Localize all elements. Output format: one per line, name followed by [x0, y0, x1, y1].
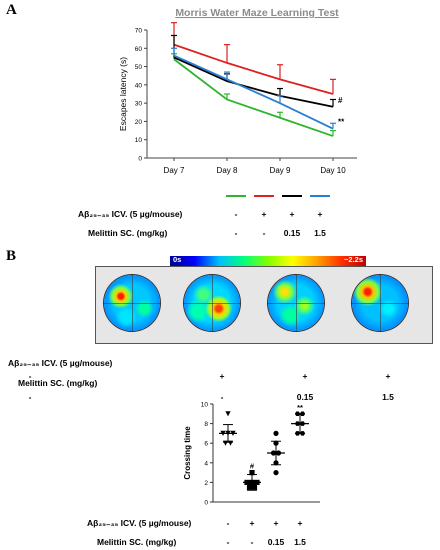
series-line-black [173, 56, 334, 108]
x-tick-label-a: Day 10 [320, 166, 346, 175]
abeta_row-value: + [219, 371, 225, 381]
y-tick-label-b: 4 [204, 460, 208, 467]
abeta_row-value: - [28, 371, 32, 381]
abeta_row-value: + [261, 209, 267, 219]
series-line-red [173, 43, 334, 95]
melittin-label-b: Melittin SC. (mg/kg) [18, 378, 98, 388]
x-tick-label-a: Day 8 [217, 166, 238, 175]
melittin_row-value: 1.5 [314, 228, 326, 238]
data-point [222, 440, 229, 446]
y-tick-label-a: 30 [135, 101, 143, 108]
legend-lines [226, 195, 330, 197]
annotation-a: # [338, 96, 343, 105]
abeta_row-value: + [249, 518, 255, 528]
data-point [246, 484, 253, 490]
crossing-time-scatter-chart: 0 2 4 6 8 10 Crossing time # ** [183, 402, 320, 507]
abeta_row-value: - [226, 518, 230, 528]
abeta-label-a: Aβ₂₅₋₃₅ ICV. (5 µg/mouse) [78, 209, 183, 219]
y-tick-label-b: 10 [201, 402, 209, 409]
melittin-label-a: Melittin SC. (mg/kg) [88, 228, 168, 238]
melittin_row-value: 0.15 [296, 392, 314, 402]
abeta_row-value: + [273, 518, 279, 528]
data-point [251, 484, 258, 490]
abeta_row-value: + [317, 209, 323, 219]
y-tick-label-a: 20 [135, 119, 143, 126]
melittin_row-value: 1.5 [382, 392, 394, 402]
y-tick-label-a: 10 [135, 137, 143, 144]
melittin_row-value: 0.15 [283, 228, 301, 238]
melittin_row-value: - [28, 392, 32, 402]
heatmap-strip [95, 266, 433, 344]
x-tick-label-a: Day 7 [164, 166, 185, 175]
annotation-b: ** [297, 403, 303, 412]
x-tick-label-a: Day 9 [270, 166, 291, 175]
y-tick-label-b: 0 [204, 500, 208, 507]
melittin_row-value: - [226, 537, 230, 547]
data-point [273, 470, 279, 476]
y-tick-label-a: 0 [138, 156, 142, 163]
data-point [249, 470, 255, 476]
y-tick-label-a: 40 [135, 82, 143, 89]
melittin_row-value: 1.5 [294, 537, 306, 547]
melittin_row-value: - [220, 392, 224, 402]
melittin_row-value: - [262, 228, 266, 238]
y-tick-label-a: 50 [135, 64, 143, 71]
learning-test-line-chart: Morris Water Maze Learning Test 0 10 20 30 40… [118, 7, 357, 175]
data-point [227, 440, 234, 446]
y-tick-label-a: 70 [135, 28, 143, 35]
abeta_row-value: - [234, 209, 238, 219]
melittin_row-value: - [234, 228, 238, 238]
melittin-label-c: Melittin SC. (mg/kg) [97, 537, 177, 547]
panel-a-letter: A [6, 2, 17, 18]
abeta-label-b: Aβ₂₅₋₃₅ ICV. (5 µg/mouse) [8, 358, 113, 368]
panel-b-letter: B [6, 248, 17, 264]
series-line-green [173, 58, 334, 137]
heatmap-abeta [184, 275, 240, 331]
abeta-label-c: Aβ₂₅₋₃₅ ICV. (5 µg/mouse) [87, 518, 192, 528]
heatmap-colorbar: 0s ~2.2s [170, 255, 366, 266]
annotation-b: # [250, 462, 255, 471]
y-tick-label-a: 60 [135, 46, 143, 53]
colorbar-max-label: ~2.2s [344, 255, 363, 264]
chart-a-title: Morris Water Maze Learning Test [175, 7, 339, 19]
data-point [225, 411, 231, 417]
abeta_row-value: + [385, 371, 391, 381]
colorbar-min-label: 0s [173, 255, 182, 264]
data-point [273, 430, 279, 436]
annotation-a: ** [338, 118, 345, 127]
abeta_row-value: + [289, 209, 295, 219]
y-axis-label-b: Crossing time [183, 426, 192, 480]
heatmap-control [104, 275, 160, 331]
y-tick-label-b: 6 [204, 441, 208, 448]
y-tick-label-b: 8 [204, 421, 208, 428]
y-tick-label-b: 2 [204, 480, 208, 487]
y-axis-label-a: Escapes latency (s) [118, 57, 128, 131]
melittin_row-value: - [250, 537, 254, 547]
abeta_row-value: + [302, 371, 308, 381]
series-line-blue [173, 54, 334, 130]
heatmap-melittin-15 [352, 275, 408, 331]
melittin_row-value: 0.15 [267, 537, 285, 547]
heatmap-melittin-015 [268, 275, 324, 331]
abeta_row-value: + [297, 518, 303, 528]
